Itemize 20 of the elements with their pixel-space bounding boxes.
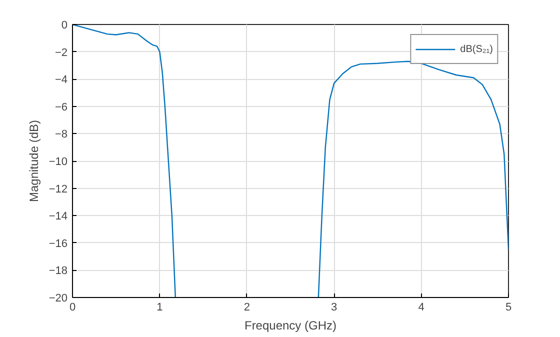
x-tick-label: 5 bbox=[505, 302, 512, 314]
legend-label: dB(S₂₁) bbox=[460, 44, 493, 54]
y-axis-title: Magnitude (dB) bbox=[26, 120, 41, 202]
x-tick-label: 2 bbox=[244, 302, 250, 314]
y-tick-label: −18 bbox=[48, 265, 68, 278]
x-tick-label: 0 bbox=[69, 302, 76, 314]
x-tick-label: 3 bbox=[331, 302, 338, 314]
y-tick-label: −12 bbox=[48, 183, 68, 196]
y-tick-label: −16 bbox=[48, 238, 68, 250]
y-tick-label: −6 bbox=[54, 101, 68, 114]
y-tick-label: −20 bbox=[48, 292, 68, 304]
y-tick-label: −4 bbox=[54, 74, 68, 86]
y-tick-label: −8 bbox=[54, 128, 68, 141]
x-axis-title: Frequency (GHz) bbox=[244, 318, 337, 332]
x-tick-label: 1 bbox=[156, 302, 163, 314]
y-tick-label: −2 bbox=[54, 46, 68, 59]
y-tick-label: −14 bbox=[48, 210, 68, 223]
y-tick-label: 0 bbox=[61, 20, 68, 32]
y-tick-label: −10 bbox=[48, 156, 68, 168]
x-tick-label: 4 bbox=[418, 302, 424, 314]
